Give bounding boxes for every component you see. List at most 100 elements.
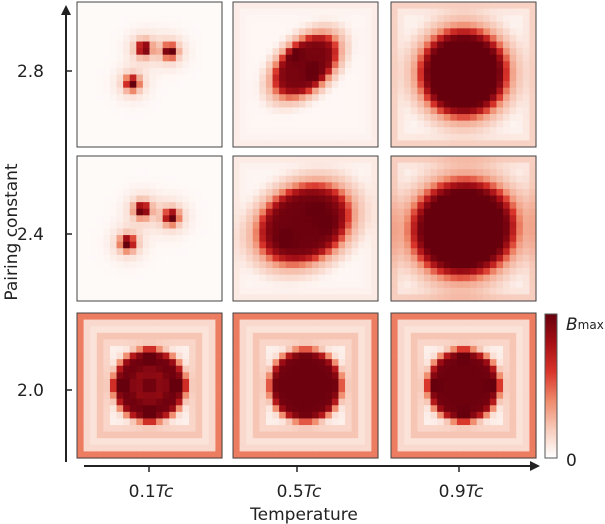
panel-frame	[390, 155, 537, 302]
heatmap-cell	[265, 114, 274, 122]
heatmap-cell	[325, 365, 333, 373]
heatmap-cell	[90, 228, 98, 236]
heatmap-cell	[96, 61, 104, 69]
heatmap-cell	[265, 34, 274, 43]
heatmap-cell	[103, 319, 111, 327]
heatmap-cell	[417, 248, 425, 256]
heatmap-cell	[129, 140, 137, 148]
heatmap-cell	[103, 444, 111, 453]
heatmap-cell	[456, 411, 465, 420]
heatmap-cell	[483, 169, 491, 177]
heatmap-cell	[338, 411, 346, 420]
heatmap-cell	[338, 94, 346, 102]
heatmap-cell	[77, 378, 85, 387]
heatmap-cell	[522, 398, 531, 406]
heatmap-cell	[503, 359, 511, 367]
heatmap-cell	[489, 425, 498, 433]
heatmap-cell	[129, 221, 137, 230]
heatmap-cell	[259, 345, 267, 354]
heatmap-cell	[509, 235, 517, 243]
heatmap-cell	[345, 254, 353, 263]
heatmap-cell	[195, 2, 203, 10]
heatmap-cell	[423, 48, 432, 56]
heatmap-cell	[338, 2, 346, 10]
heatmap-panel	[232, 155, 379, 302]
heatmap-cell	[417, 339, 425, 347]
heatmap-cell	[522, 208, 531, 216]
heatmap-cell	[298, 425, 307, 433]
heatmap-cell	[259, 208, 267, 216]
heatmap-cell	[90, 274, 98, 282]
heatmap-cell	[116, 156, 124, 164]
heatmap-cell	[516, 451, 524, 459]
heatmap-cell	[202, 294, 210, 302]
heatmap-cell	[90, 359, 98, 367]
heatmap-cell	[189, 425, 197, 433]
heatmap-cell	[397, 100, 405, 109]
heatmap-cell	[305, 195, 313, 203]
heatmap-cell	[318, 431, 326, 439]
heatmap-cell	[529, 162, 537, 170]
heatmap-cell	[279, 175, 287, 183]
heatmap-cell	[77, 345, 85, 354]
heatmap-cell	[259, 169, 267, 177]
heatmap-cell	[252, 398, 260, 406]
heatmap-cell	[233, 41, 241, 49]
heatmap-cell	[410, 444, 418, 453]
heatmap-cell	[397, 372, 405, 380]
heatmap-cell	[96, 339, 104, 347]
heatmap-cell	[450, 261, 458, 269]
heatmap-cell	[305, 156, 313, 164]
heatmap-cell	[503, 319, 511, 327]
heatmap-cell	[189, 261, 197, 269]
heatmap-cell	[252, 313, 260, 321]
heatmap-cell	[246, 261, 254, 269]
heatmap-cell	[83, 274, 91, 282]
heatmap-cell	[345, 81, 353, 89]
heatmap-cell	[77, 274, 85, 282]
heatmap-cell	[182, 140, 190, 148]
heatmap-cell	[522, 202, 531, 210]
heatmap-cell	[529, 2, 537, 10]
heatmap-cell	[450, 405, 458, 413]
heatmap-cell	[252, 107, 260, 115]
heatmap-cell	[318, 438, 326, 446]
heatmap-cell	[156, 21, 164, 29]
heatmap-cell	[182, 405, 190, 413]
heatmap-cell	[423, 444, 432, 453]
heatmap-cell	[456, 385, 465, 393]
heatmap-cell	[233, 451, 241, 459]
heatmap-cell	[351, 61, 359, 69]
heatmap-cell	[169, 41, 177, 49]
heatmap-cell	[77, 261, 85, 269]
heatmap-cell	[397, 248, 405, 256]
heatmap-cell	[149, 162, 157, 170]
heatmap-cell	[129, 156, 137, 164]
heatmap-cell	[338, 61, 346, 69]
heatmap-cell	[285, 281, 293, 289]
heatmap-cell	[103, 67, 111, 76]
heatmap-cell	[142, 107, 151, 115]
heatmap-cell	[312, 392, 320, 400]
heatmap-cell	[443, 182, 451, 190]
heatmap-cell	[397, 120, 405, 128]
heatmap-cell	[246, 100, 254, 109]
heatmap-cell	[325, 8, 333, 16]
heatmap-cell	[252, 2, 260, 10]
heatmap-cell	[259, 274, 267, 282]
heatmap-cell	[312, 385, 320, 393]
heatmap-cell	[103, 294, 111, 302]
heatmap-cell	[123, 235, 131, 243]
heatmap-cell	[483, 392, 491, 400]
heatmap-cell	[298, 248, 307, 256]
heatmap-cell	[136, 385, 144, 393]
heatmap-cell	[371, 221, 379, 230]
heatmap-cell	[142, 254, 151, 263]
heatmap-cell	[239, 254, 247, 263]
heatmap-cell	[90, 405, 98, 413]
heatmap-cell	[272, 21, 280, 29]
heatmap-cell	[325, 175, 333, 183]
heatmap-cell	[430, 378, 438, 387]
heatmap-cell	[142, 287, 151, 296]
heatmap-cell	[136, 208, 144, 216]
